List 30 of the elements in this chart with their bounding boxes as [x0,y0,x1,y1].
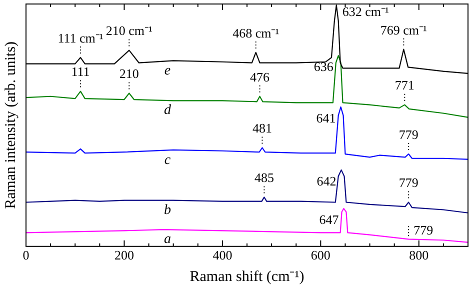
annotation: 641 [316,110,336,126]
y-axis-title: Raman intensity (arb. units) [2,41,19,209]
x-axis-title: Raman shift (cm⁻¹) [190,268,304,285]
annotation: 647 [319,212,340,227]
annotation: 779 [398,126,418,142]
x-tick-label: 0 [22,248,30,263]
annotation: 779 [414,222,434,238]
annotation: 779 [398,175,418,190]
annotation: 771 [394,78,414,93]
annotation: 111 cm⁻¹ [58,30,104,46]
series-label: c [164,152,172,168]
series-label: d [164,103,172,118]
annotation: 210 cm⁻¹ [106,23,152,38]
series-label: b [164,203,171,218]
series-label: a [164,232,171,248]
annotation: 481 [252,120,272,136]
annotation: 468 cm⁻¹ [232,25,280,40]
annotation: 476 [250,69,270,84]
x-tick-label: 600 [310,248,330,263]
x-tick-label: 200 [114,248,134,263]
annotation: 636 [314,59,334,74]
x-tick-label: 400 [212,248,232,263]
annotation: 111 [71,64,90,80]
x-tick-label: 800 [409,248,429,263]
annotation: 769 cm⁻¹ [380,22,428,38]
series-label: e [164,64,171,79]
annotation: 642 [316,173,336,188]
annotation: 210 [119,66,139,82]
annotation: 485 [254,170,274,186]
annotation: 632 cm⁻¹ [342,4,390,20]
